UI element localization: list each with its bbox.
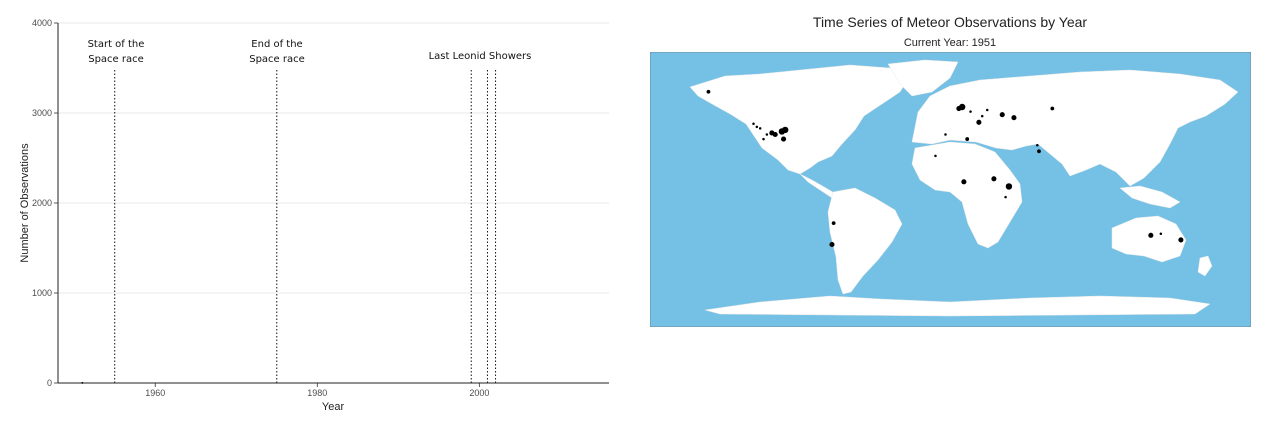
annotations: Start of the Space race End of the Space…	[88, 39, 532, 65]
meteor-point	[958, 103, 966, 111]
southeast-asia-islands	[1119, 185, 1181, 209]
australia-landmass	[1111, 215, 1187, 263]
world-map	[650, 52, 1251, 327]
meteor-point	[829, 241, 835, 248]
observation-point	[81, 381, 84, 384]
meteor-point	[831, 221, 836, 226]
south-america-landmass	[827, 187, 903, 295]
meteor-point	[1148, 232, 1154, 238]
meteor-point	[1159, 232, 1163, 236]
meteor-point	[961, 179, 967, 185]
north-america-landmass	[689, 64, 911, 175]
meteor-point	[782, 126, 789, 134]
x-tick-label: 2000	[469, 388, 489, 398]
space-race-start-label-line1: Start of the	[88, 39, 145, 50]
map-subtitle: Current Year: 1951	[903, 37, 997, 49]
space-race-end-label-line2: Space race	[249, 54, 305, 65]
meteor-point	[762, 137, 765, 141]
meteor-point	[772, 131, 778, 138]
greenland-landmass	[887, 59, 959, 97]
meteor-point	[1004, 195, 1007, 199]
meteor-points	[706, 89, 1184, 248]
y-tick-label: 3000	[32, 108, 52, 118]
meteor-point	[755, 125, 759, 129]
meteor-point	[752, 122, 755, 126]
meteor-point	[991, 176, 997, 182]
meteor-point	[976, 119, 982, 125]
meteor-point	[980, 114, 984, 118]
x-axis-title: Year	[322, 401, 345, 413]
y-tick-label: 0	[47, 378, 52, 388]
meteor-point	[1050, 106, 1055, 111]
meteor-point	[765, 133, 769, 136]
reference-lines	[114, 70, 497, 383]
meteor-point	[965, 137, 970, 141]
map-title: Time Series of Meteor Observations by Ye…	[812, 14, 1088, 30]
data-series	[81, 381, 84, 384]
meteor-point	[944, 133, 947, 136]
africa-landmass	[911, 141, 1023, 249]
meteor-point	[969, 110, 972, 113]
meteor-point	[1178, 237, 1184, 243]
meteor-point	[934, 154, 937, 158]
grid-lines	[58, 22, 609, 384]
space-race-start-label-line2: Space race	[88, 54, 144, 65]
meteor-point	[999, 112, 1005, 118]
meteor-point	[706, 89, 711, 94]
meteor-point	[1037, 149, 1041, 154]
y-tick-label: 2000	[32, 198, 52, 208]
meteor-point	[781, 136, 787, 142]
meteor-point	[985, 108, 989, 112]
meteor-point	[1005, 183, 1013, 190]
axes: 0 1000 2000 3000 4000 1960 1980 2000	[32, 18, 609, 398]
eurasia-landmass	[911, 69, 1239, 187]
x-tick-label: 1980	[307, 388, 327, 398]
y-tick-label: 1000	[32, 288, 52, 298]
y-tick-label: 4000	[32, 18, 52, 28]
leonid-label: Last Leonid Showers	[429, 51, 532, 62]
observations-line-chart: 0 1000 2000 3000 4000 1960 1980 2000 Start of t…	[19, 18, 609, 413]
land-masses	[689, 59, 1239, 317]
map-panel: Time Series of Meteor Observations by Ye…	[640, 0, 1270, 430]
y-axis-title: Number of Observations	[19, 143, 31, 263]
meteor-point	[1036, 143, 1039, 147]
space-race-end-label-line1: End of the	[251, 39, 302, 50]
meteor-point	[1011, 115, 1017, 121]
x-tick-label: 1960	[145, 388, 165, 398]
antarctica-landmass	[704, 295, 1211, 317]
meteor-point	[758, 127, 762, 130]
new-zealand-landmass	[1197, 255, 1213, 277]
